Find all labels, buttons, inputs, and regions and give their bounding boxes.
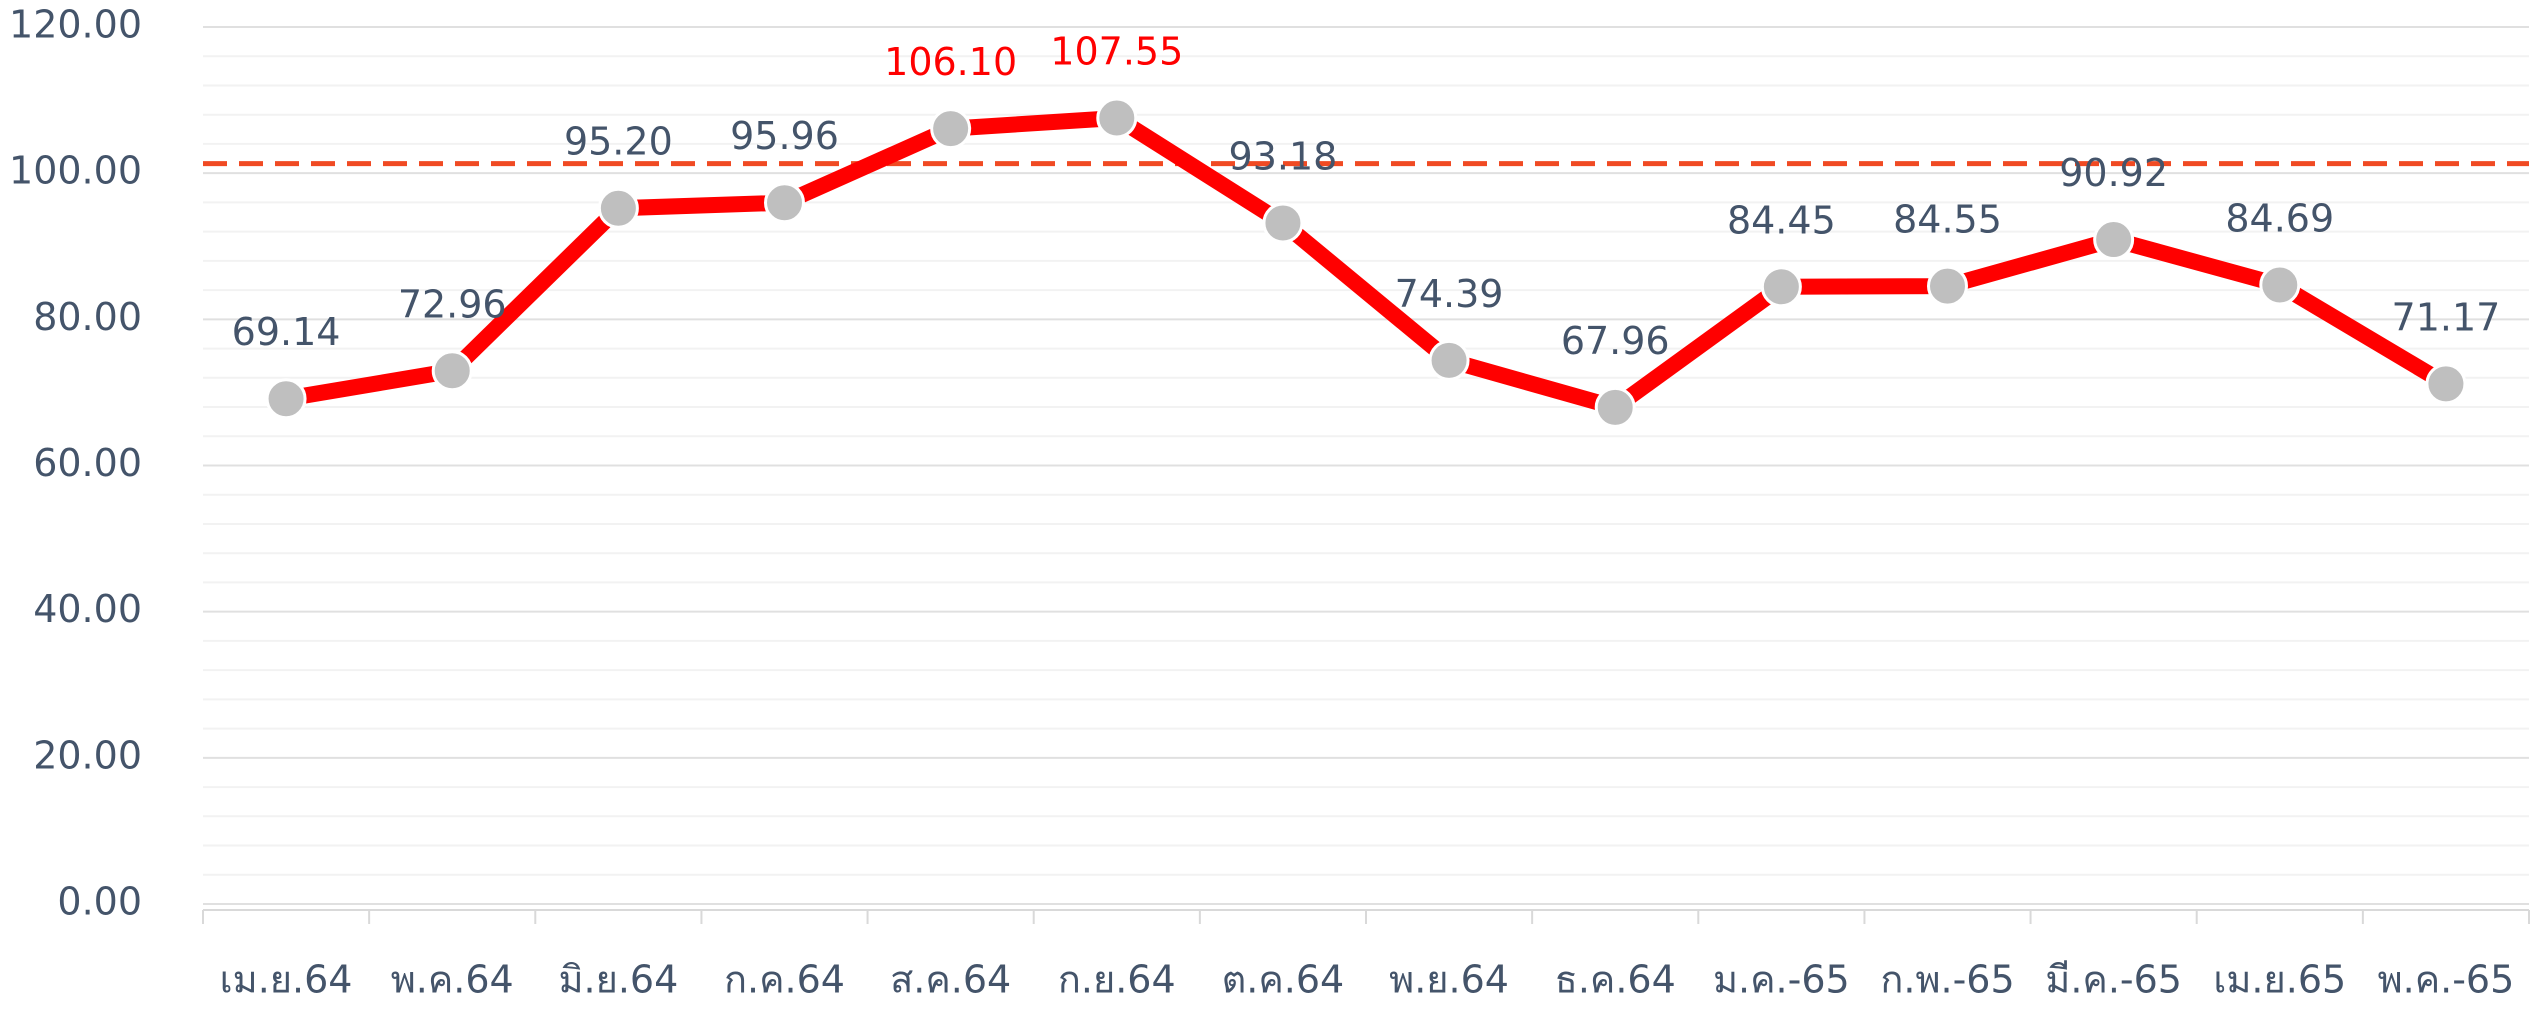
data-label: 84.45 — [1727, 198, 1836, 242]
x-tick-label: ส.ค.64 — [890, 958, 1011, 1002]
x-tick-label: พ.ค.-65 — [2378, 958, 2515, 1002]
data-label: 107.55 — [1050, 29, 1183, 73]
x-tick-label: ก.พ.-65 — [1880, 958, 2014, 1002]
data-label: 71.17 — [2392, 295, 2501, 339]
x-tick-label: ก.ย.64 — [1058, 958, 1176, 1002]
x-tick-label: พ.ค.64 — [391, 958, 514, 1002]
x-tick-label: พ.ย.64 — [1389, 958, 1509, 1002]
y-tick-label: 40.00 — [33, 587, 142, 631]
data-point — [1428, 339, 1470, 381]
y-tick-label: 80.00 — [33, 295, 142, 339]
data-point — [265, 378, 307, 420]
x-tick-label: ม.ค.-65 — [1713, 958, 1850, 1002]
data-point — [2259, 264, 2301, 306]
data-label: 95.96 — [730, 114, 839, 158]
x-tick-label: มี.ค.-65 — [2045, 958, 2182, 1002]
data-point — [764, 182, 805, 224]
data-point — [1262, 202, 1304, 244]
data-label: 93.18 — [1229, 135, 1338, 179]
data-label: 67.96 — [1561, 319, 1670, 363]
data-point — [597, 187, 639, 229]
y-tick-label: 100.00 — [9, 149, 142, 193]
data-label: 84.69 — [2225, 197, 2334, 241]
data-label: 69.14 — [232, 310, 341, 354]
x-tick-label: ต.ค.64 — [1222, 958, 1345, 1002]
x-tick-label: เม.ย.65 — [2213, 958, 2346, 1002]
y-tick-label: 120.00 — [9, 3, 142, 47]
y-tick-label: 0.00 — [57, 880, 142, 924]
data-point — [1927, 265, 1968, 307]
data-point — [1096, 97, 1138, 139]
y-tick-label: 20.00 — [33, 733, 142, 777]
data-label: 95.20 — [564, 120, 673, 164]
data-line — [284, 109, 2451, 416]
data-point — [2093, 219, 2135, 261]
data-label: 72.96 — [398, 282, 507, 326]
y-tick-label: 60.00 — [33, 441, 142, 485]
data-point — [431, 350, 473, 392]
data-point — [2425, 363, 2467, 405]
data-label: 84.55 — [1893, 198, 2002, 242]
x-tick-label: ก.ค.64 — [724, 958, 845, 1002]
x-tick-label: ธ.ค.64 — [1555, 958, 1676, 1002]
data-point — [1760, 266, 1802, 308]
data-label: 90.92 — [2059, 151, 2168, 195]
data-label: 106.10 — [884, 40, 1017, 84]
data-label: 74.39 — [1395, 272, 1504, 316]
data-point — [930, 108, 972, 150]
x-tick-label: เม.ย.64 — [220, 958, 353, 1002]
data-point — [1594, 386, 1636, 428]
x-tick-label: มิ.ย.64 — [558, 958, 678, 1002]
